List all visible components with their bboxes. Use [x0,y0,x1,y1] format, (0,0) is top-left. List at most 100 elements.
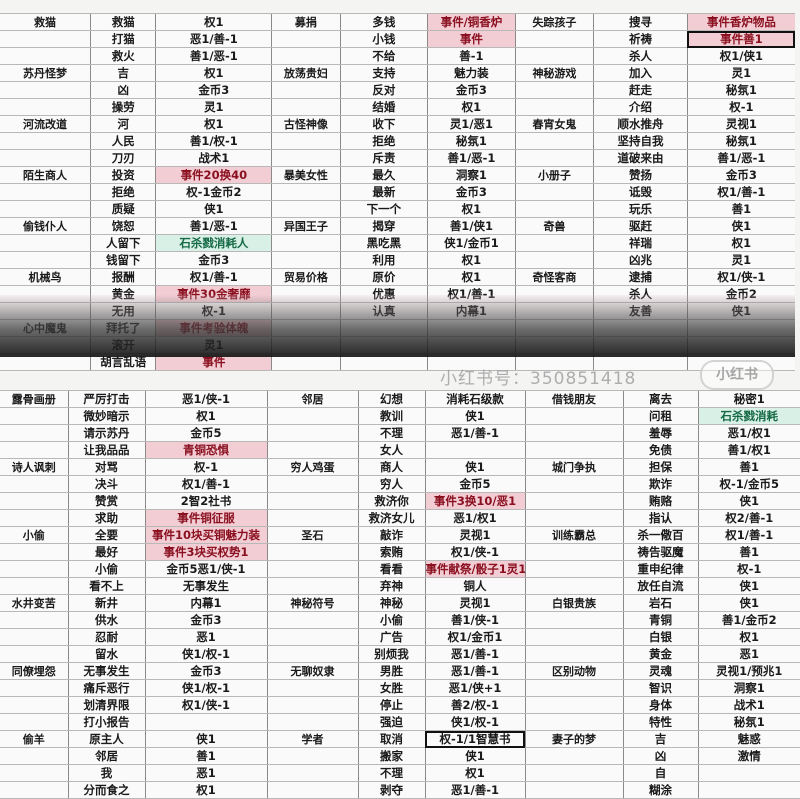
event-name-cell [271,336,341,354]
result-cell: 事件10块买铜魅力装 [144,526,267,544]
result-cell: 灵1 [155,336,272,354]
option-cell: 看不上 [67,577,145,595]
event-name-cell: 奇兽 [514,217,594,235]
event-name-cell [0,577,68,595]
event-name-cell [0,336,91,354]
event-name-cell [266,645,358,663]
option-cell: 坚持自我 [593,132,688,150]
result-cell: 善1/侠1 [427,217,516,235]
result-cell: 事件3块买权势1 [144,543,267,561]
option-cell: 供水 [67,611,145,629]
result-cell: 权1/侠1 [686,47,795,65]
table-row: 质疑 侠1 下一个 权1 玩乐 善1 [0,200,795,218]
option-cell: 重申纪律 [622,560,698,578]
result-cell: 恶1 [144,628,267,646]
option-cell: 灵魂 [622,662,698,680]
result-cell: 事件考验体魄 [155,319,272,337]
event-name-cell [266,475,358,493]
table-row: 留水 侠1/权-1 别烦我 恶1/善-1 黄金 恶1 [0,645,800,663]
result-cell: 金币3 [155,81,272,99]
option-cell: 忍耐 [67,628,145,646]
event-name-cell [0,560,68,578]
event-name-cell: 学者 [266,730,358,748]
event-name-cell [514,149,594,167]
option-cell: 人民 [90,132,156,150]
result-cell: 内幕1 [427,302,516,320]
result-cell: 恶1/善-1 [424,781,525,799]
result-cell: 金币5 [144,424,267,442]
result-cell: 恶1/权1 [697,424,800,442]
option-cell: 女人 [357,441,425,459]
event-name-cell [524,645,623,663]
option-cell: 利用 [339,251,428,269]
result-cell: 侠1 [686,217,795,235]
table-row: 微妙暗示 权1 教训 侠1 问租 石杀戮消耗 [0,407,800,425]
option-cell: 不理 [357,764,425,782]
result-cell: 善1/恶-1 [427,149,516,167]
result-cell: 灵1 [686,251,795,269]
result-cell: 恶1/善-1 [424,424,525,442]
event-name-cell [524,441,623,459]
table-row: 人民 善1/权-1 拒绝 秘氛1 坚持自我 秘氛1 [0,132,795,150]
event-name-cell [271,149,341,167]
event-name-cell: 心中魔鬼 [0,319,91,337]
option-cell: 看看 [357,560,425,578]
event-name-cell [266,441,358,459]
option-cell: 商人 [357,458,425,476]
result-cell: 侠1/金币1 [427,234,516,252]
result-cell: 事件30金奢靡 [155,285,272,303]
result-cell [697,781,800,799]
option-cell: 救济你 [357,492,425,510]
result-cell: 金币5恶1/侠-1 [144,560,267,578]
event-name-cell [0,628,68,646]
event-name-cell [0,747,68,765]
option-cell: 质疑 [90,200,156,218]
option-cell: 下一个 [339,200,428,218]
event-name-cell [514,47,594,65]
option-cell: 穷人 [357,475,425,493]
result-cell: 善2/权-1 [424,696,525,714]
event-name-cell: 古怪神像 [271,115,341,133]
option-cell: 原价 [339,268,428,286]
event-name-cell: 放荡贵妇 [271,64,341,82]
result-cell: 权-1/金币5 [697,475,800,493]
option-cell: 人留下 [90,234,156,252]
table-row: 打猫 恶1/善-1 小钱 事件 祈祷 事件善1 [0,30,795,48]
event-name-cell: 邻居 [266,390,358,408]
option-cell: 搬家 [357,747,425,765]
option-cell: 吉 [90,64,156,82]
event-name-cell: 训练霸总 [524,526,623,544]
event-name-cell [266,781,358,799]
result-cell: 善1/侠-1 [424,611,525,629]
result-cell: 秘氛1 [686,81,795,99]
option-cell: 微妙暗示 [67,407,145,425]
result-cell: 事件20换40 [155,166,272,184]
table-row: 诗人讽刺 对骂 权-1 穷人鸡蛋 商人 侠1 城门争执 担保 善1 [0,458,800,476]
event-name-cell [514,81,594,99]
event-name-cell [271,302,341,320]
result-cell: 权1 [697,628,800,646]
result-cell: 激情 [697,747,800,765]
event-name-cell [0,81,91,99]
option-cell: 岩石 [622,594,698,612]
event-name-cell [524,509,623,527]
result-cell [424,441,525,459]
option-cell: 加入 [593,64,688,82]
option-cell: 打猫 [90,30,156,48]
result-cell: 权1/善-1 [427,285,516,303]
event-name-cell [0,696,68,714]
result-cell: 消耗石级款 [424,390,525,408]
event-name-cell: 募捐 [271,13,341,31]
option-cell: 介绍 [593,98,688,116]
option-cell: 贿赂 [622,492,698,510]
event-name-cell [524,543,623,561]
result-cell: 洞察1 [427,166,516,184]
event-name-cell [0,353,91,371]
option-cell: 救猫 [90,13,156,31]
result-cell: 权1 [427,251,516,269]
table-row: 邻居 善1 搬家 侠1 凶激情 [0,747,800,765]
option-cell: 男胜 [357,662,425,680]
result-cell: 侠1 [697,594,800,612]
option-cell: 黑吃黑 [339,234,428,252]
result-cell: 灵1/恶1 [427,115,516,133]
